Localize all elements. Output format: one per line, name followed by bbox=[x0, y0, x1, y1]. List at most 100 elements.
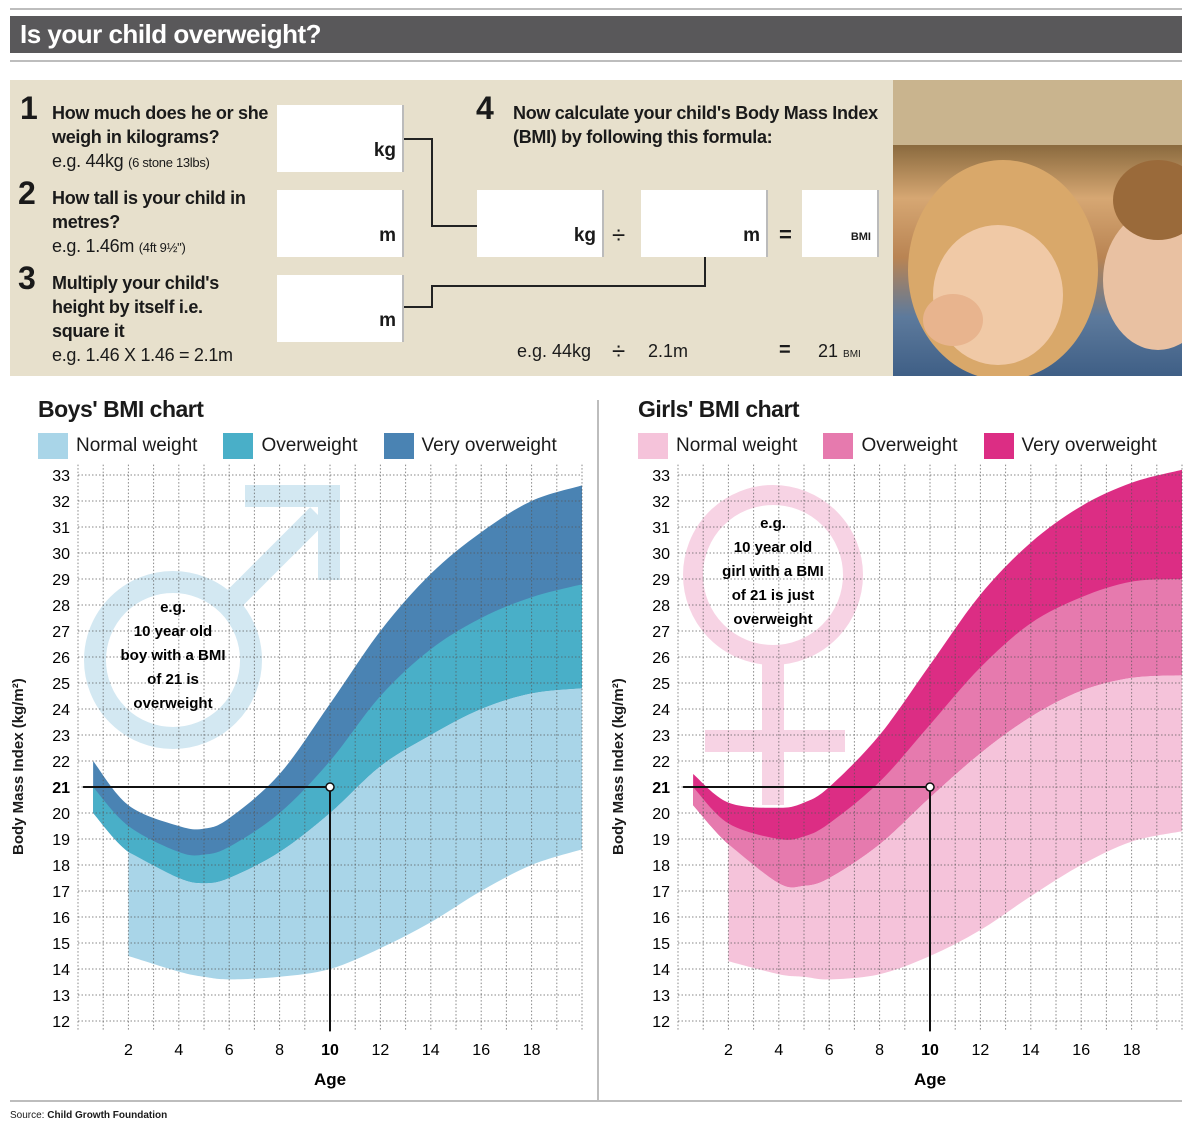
y-tick-label: 29 bbox=[652, 572, 670, 589]
x-tick-label: 14 bbox=[422, 1042, 440, 1059]
photo-illustration bbox=[908, 160, 1182, 376]
y-tick-label: 21 bbox=[52, 780, 70, 797]
x-tick-label: 10 bbox=[921, 1042, 939, 1059]
unit-label: kg bbox=[573, 225, 596, 246]
divide-sign: ÷ bbox=[612, 222, 626, 249]
unit-label: BMI bbox=[850, 231, 871, 243]
y-tick-label: 12 bbox=[52, 1014, 70, 1031]
connector bbox=[431, 225, 477, 227]
x-tick-label: 12 bbox=[372, 1042, 390, 1059]
overweight-band bbox=[693, 579, 1182, 888]
formula-weight-input[interactable]: kg bbox=[477, 190, 604, 257]
y-tick-label: 25 bbox=[52, 676, 70, 693]
step-1-example: e.g. 44kg bbox=[52, 151, 124, 171]
connector bbox=[431, 138, 433, 226]
y-tick-label: 14 bbox=[652, 962, 670, 979]
y-tick-label: 15 bbox=[652, 936, 670, 953]
y-tick-label: 30 bbox=[52, 546, 70, 563]
weight-input[interactable]: kg bbox=[277, 105, 404, 172]
legend-label: Normal weight bbox=[676, 435, 798, 456]
legend-label: Overweight bbox=[261, 435, 358, 456]
y-tick-label: 22 bbox=[52, 754, 70, 771]
y-tick-label: 21 bbox=[652, 780, 670, 797]
annotation-text: boy with a BMI bbox=[121, 647, 226, 664]
x-axis-label: Age bbox=[914, 1070, 946, 1089]
normal-weight-band bbox=[728, 675, 1182, 980]
very-overweight-band bbox=[693, 469, 1182, 888]
legend-label: Very overweight bbox=[421, 435, 557, 456]
girls-bmi-chart: 3332313029282726252423222120191817161514… bbox=[652, 464, 1183, 1089]
formula-height-input[interactable]: m bbox=[641, 190, 768, 257]
unit-label: m bbox=[379, 225, 396, 246]
annotation-text: of 21 is just bbox=[732, 587, 815, 604]
legend-label: Overweight bbox=[861, 435, 958, 456]
x-tick-label: 4 bbox=[174, 1042, 183, 1059]
step-3-question: Multiply your child's height by itself i… bbox=[52, 271, 252, 367]
step-number: 2 bbox=[18, 175, 36, 211]
legend-swatch-overweight bbox=[223, 433, 254, 459]
y-tick-label: 28 bbox=[652, 598, 670, 615]
y-tick-label: 18 bbox=[52, 858, 70, 875]
annotation-text: overweight bbox=[133, 695, 212, 712]
step-number: 4 bbox=[476, 90, 494, 126]
step-2-text: How tall is your child in metres? bbox=[52, 188, 246, 232]
y-tick-label: 13 bbox=[52, 988, 70, 1005]
y-tick-label: 24 bbox=[52, 702, 70, 719]
y-tick-label: 14 bbox=[52, 962, 70, 979]
source-name: Child Growth Foundation bbox=[47, 1110, 168, 1121]
boys-legend: Normal weight Overweight Very overweight bbox=[38, 433, 583, 459]
y-tick-label: 22 bbox=[652, 754, 670, 771]
legend-swatch-normal bbox=[38, 433, 68, 459]
bmi-unit: BMI bbox=[843, 349, 861, 360]
children-eating-photo bbox=[893, 80, 1182, 376]
y-tick-label: 23 bbox=[652, 728, 670, 745]
height-input[interactable]: m bbox=[277, 190, 404, 257]
highlight-point bbox=[325, 782, 335, 792]
y-tick-label: 31 bbox=[52, 520, 70, 537]
y-tick-label: 19 bbox=[652, 832, 670, 849]
normal-weight-band bbox=[128, 688, 582, 980]
y-tick-label: 33 bbox=[652, 468, 670, 485]
annotation-text: of 21 is bbox=[147, 671, 199, 688]
y-tick-label: 32 bbox=[52, 494, 70, 511]
y-tick-label: 29 bbox=[52, 572, 70, 589]
step-2-question: How tall is your child in metres? e.g. 1.… bbox=[52, 186, 252, 260]
y-tick-label: 20 bbox=[652, 806, 670, 823]
y-tick-label: 28 bbox=[52, 598, 70, 615]
y-tick-label: 31 bbox=[652, 520, 670, 537]
height-squared-input[interactable]: m bbox=[277, 275, 404, 342]
annotation-text: 10 year old bbox=[734, 539, 812, 556]
y-tick-label: 25 bbox=[652, 676, 670, 693]
y-tick-label: 30 bbox=[652, 546, 670, 563]
equals-sign: = bbox=[779, 222, 792, 247]
equals-sign: = bbox=[779, 339, 791, 361]
overweight-band bbox=[93, 584, 583, 884]
y-tick-label: 27 bbox=[652, 624, 670, 641]
step-2-example: e.g. 1.46m bbox=[52, 236, 135, 256]
annotation-text: e.g. bbox=[760, 515, 786, 532]
x-tick-label: 12 bbox=[972, 1042, 990, 1059]
y-tick-label: 20 bbox=[52, 806, 70, 823]
legend-swatch-overweight bbox=[823, 433, 854, 459]
y-tick-label: 19 bbox=[52, 832, 70, 849]
y-tick-label: 23 bbox=[52, 728, 70, 745]
x-tick-label: 6 bbox=[225, 1042, 234, 1059]
legend-swatch-very-overweight bbox=[383, 433, 414, 459]
y-tick-label: 32 bbox=[652, 494, 670, 511]
highlight-point bbox=[925, 782, 935, 792]
girls-legend: Normal weight Overweight Very overweight bbox=[638, 433, 1157, 459]
bmi-result-input[interactable]: BMI bbox=[802, 190, 879, 257]
x-tick-label: 2 bbox=[124, 1042, 133, 1059]
source-label: Source: bbox=[10, 1110, 45, 1121]
step-1-note: (6 stone 13lbs) bbox=[128, 155, 210, 170]
y-tick-label: 24 bbox=[652, 702, 670, 719]
unit-label: kg bbox=[373, 140, 396, 161]
step-3-example: e.g. 1.46 X 1.46 = 2.1m bbox=[52, 345, 233, 365]
y-tick-label: 13 bbox=[652, 988, 670, 1005]
step-1-text: How much does he or she weigh in kilogra… bbox=[52, 103, 269, 147]
y-tick-label: 27 bbox=[52, 624, 70, 641]
legend-swatch-very-overweight bbox=[983, 433, 1014, 459]
y-tick-label: 15 bbox=[52, 936, 70, 953]
x-tick-label: 8 bbox=[275, 1042, 284, 1059]
step-1-question: How much does he or she weigh in kilogra… bbox=[52, 101, 277, 175]
